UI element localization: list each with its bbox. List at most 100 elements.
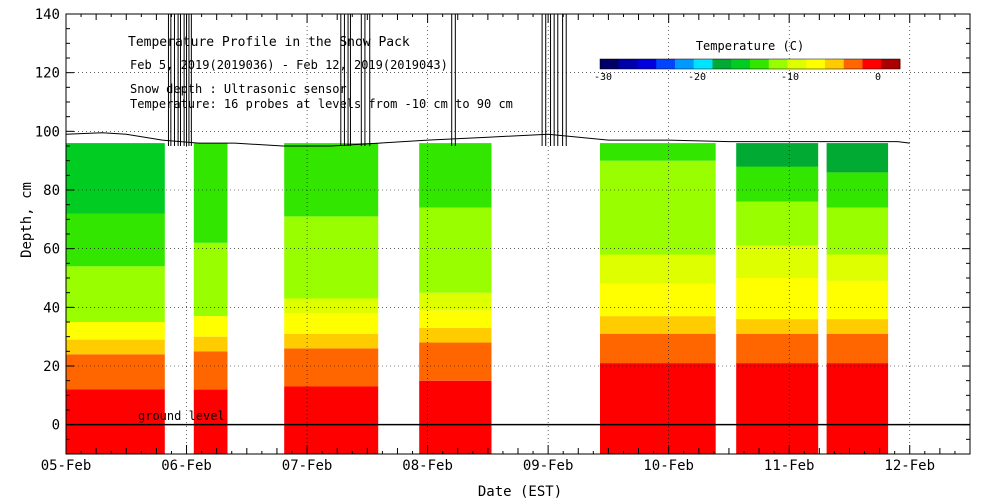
- segment-6-band-7: [826, 143, 889, 173]
- ytick-label-140: 140: [35, 7, 60, 23]
- colorbar-cell-10: [787, 59, 807, 69]
- chart-subtitle: Feb 5, 2019(2019036) - Feb 12, 2019(2019…: [130, 58, 448, 72]
- segment-2: [284, 143, 379, 454]
- colorbar-cell-1: [618, 59, 638, 69]
- segment-4-band-2: [600, 316, 716, 334]
- segment-5-band-1: [736, 333, 819, 363]
- segment-2-band-3: [284, 313, 379, 334]
- segment-2-band-1: [284, 348, 379, 387]
- segment-1-band-4: [193, 242, 228, 317]
- segment-6-band-1: [826, 333, 889, 363]
- note-temperature: Temperature: 16 probes at levels from -1…: [130, 97, 513, 111]
- segment-4-band-4: [600, 254, 716, 284]
- ytick-label-20: 20: [43, 359, 60, 375]
- segment-3: [419, 143, 492, 454]
- snow-depth-spikes: [167, 14, 567, 146]
- segment-3-band-0: [419, 380, 492, 454]
- colorbar-title: Temperature (C): [696, 39, 804, 53]
- colorbar-cell-12: [825, 59, 845, 69]
- chart-title: Temperature Profile in the Snow Pack: [128, 35, 410, 50]
- segment-6-band-3: [826, 280, 889, 319]
- segment-5-band-2: [736, 319, 819, 334]
- segment-5-band-6: [736, 166, 819, 202]
- segment-5-band-3: [736, 278, 819, 320]
- xtick-label-12-Feb: 12-Feb: [884, 458, 935, 474]
- colorbar-label-3: 0: [875, 72, 881, 83]
- segment-2-band-4: [284, 298, 379, 314]
- colorbar-label-0: -30: [594, 72, 612, 83]
- segment-5-band-7: [736, 143, 819, 167]
- ytick-label-100: 100: [35, 124, 60, 140]
- segment-6-band-4: [826, 254, 889, 281]
- y-axis-label: Depth, cm: [19, 182, 35, 258]
- colorbar-cell-0: [600, 59, 620, 69]
- colorbar-cell-15: [881, 59, 901, 69]
- segment-0-band-2: [66, 339, 165, 355]
- colorbar-cell-14: [862, 59, 882, 69]
- colorbar-frame: [599, 58, 901, 70]
- ytick-label-60: 60: [43, 242, 60, 258]
- colorbar: Temperature (C) -30 -20 -10 0: [594, 39, 901, 83]
- segment-0: [66, 143, 165, 454]
- segment-6: [826, 143, 889, 454]
- y-tick-labels: 0 20 40 60 80 100 120 140: [35, 7, 60, 434]
- xtick-label-10-Feb: 10-Feb: [643, 458, 694, 474]
- segment-1: [193, 143, 228, 454]
- colorbar-label-1: -20: [688, 72, 706, 83]
- segment-5-band-0: [736, 363, 819, 454]
- xtick-label-08-Feb: 08-Feb: [402, 458, 453, 474]
- ytick-label-120: 120: [35, 66, 60, 82]
- ytick-label-80: 80: [43, 183, 60, 199]
- ytick-label-40: 40: [43, 300, 60, 316]
- snow-depth-line: [65, 132, 910, 147]
- segment-1-band-3: [193, 316, 228, 337]
- ytick-label-0: 0: [52, 418, 60, 434]
- segment-4-band-0: [600, 363, 716, 454]
- segment-3-band-3: [419, 310, 492, 328]
- segment-0-band-5: [66, 213, 165, 267]
- xtick-label-11-Feb: 11-Feb: [764, 458, 815, 474]
- segment-4: [600, 143, 716, 454]
- colorbar-cell-2: [637, 59, 657, 69]
- colorbar-cell-4: [675, 59, 695, 69]
- xtick-label-06-Feb: 06-Feb: [161, 458, 212, 474]
- segment-0-band-3: [66, 322, 165, 340]
- segment-4-band-3: [600, 283, 716, 317]
- segment-5: [736, 143, 819, 454]
- segment-6-band-2: [826, 319, 889, 334]
- segment-3-band-2: [419, 327, 492, 343]
- colorbar-cell-6: [712, 59, 732, 69]
- data-segments: [66, 143, 889, 454]
- segment-3-band-6: [419, 143, 492, 208]
- segment-0-band-0: [66, 389, 165, 454]
- note-snow-depth: Snow depth : Ultrasonic sensor: [130, 82, 347, 96]
- segment-4-band-1: [600, 333, 716, 363]
- segment-0-band-6: [66, 143, 165, 214]
- colorbar-cell-9: [768, 59, 788, 69]
- segment-2-band-5: [284, 216, 379, 299]
- segment-2-band-0: [284, 386, 379, 454]
- segment-0-band-1: [66, 354, 165, 390]
- colorbar-cell-3: [656, 59, 676, 69]
- colorbar-cell-5: [693, 59, 713, 69]
- segment-3-band-5: [419, 207, 492, 293]
- xtick-label-09-Feb: 09-Feb: [523, 458, 574, 474]
- colorbar-tick-labels: -30 -20 -10 0: [594, 72, 881, 83]
- segment-0-band-4: [66, 266, 165, 322]
- segment-5-band-5: [736, 201, 819, 246]
- segment-1-band-2: [193, 336, 228, 352]
- segment-4-band-5: [600, 160, 716, 255]
- ground-level-label: ground level: [138, 409, 225, 423]
- colorbar-cell-13: [843, 59, 863, 69]
- axis-ticks: [65, 13, 971, 455]
- segment-6-band-5: [826, 207, 889, 255]
- colorbar-cells: [600, 59, 901, 69]
- segment-6-band-6: [826, 172, 889, 208]
- segment-3-band-1: [419, 342, 492, 381]
- xtick-label-07-Feb: 07-Feb: [282, 458, 333, 474]
- segment-1-band-1: [193, 351, 228, 390]
- segment-1-band-0: [193, 389, 228, 454]
- segment-4-band-6: [600, 143, 716, 161]
- segment-5-band-4: [736, 245, 819, 278]
